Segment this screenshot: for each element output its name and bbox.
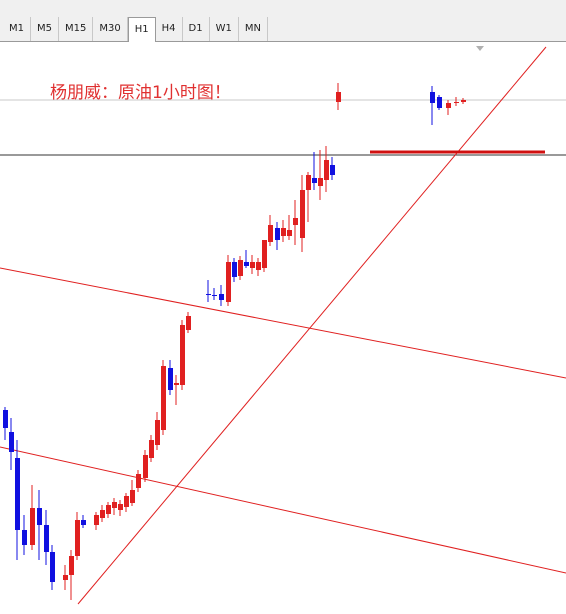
candle-body (63, 575, 68, 580)
candle-body (168, 368, 173, 390)
candle-body (268, 225, 273, 242)
candle-body (454, 102, 459, 103)
timeframe-button-h4[interactable]: H4 (155, 17, 183, 41)
candle-body (238, 260, 243, 276)
candle-body (186, 316, 191, 330)
candle-body (461, 100, 466, 102)
trendline-support (77, 46, 547, 605)
timeframe-button-m1[interactable]: M1 (3, 17, 31, 41)
candle-body (262, 240, 267, 268)
timeframe-button-m15[interactable]: M15 (59, 17, 94, 41)
timeframe-button-d1[interactable]: D1 (182, 17, 210, 41)
candle-body (81, 520, 86, 525)
candle-body (15, 458, 20, 530)
candle-body (256, 262, 261, 270)
candle-body (287, 230, 292, 236)
candle-body (306, 175, 311, 190)
candle-body (330, 165, 335, 175)
candle-body (143, 455, 148, 478)
candle-body (437, 97, 442, 108)
candle-body (206, 294, 211, 295)
candle-body (75, 520, 80, 556)
candle-body (275, 228, 280, 240)
shift-marker-icon (476, 46, 484, 51)
candle-body (149, 440, 154, 458)
candle-body (106, 505, 111, 514)
price-chart[interactable] (0, 42, 566, 614)
timeframe-button-m5[interactable]: M5 (31, 17, 59, 41)
candle-body (37, 508, 42, 525)
candle-body (136, 474, 141, 488)
timeframe-button-h1[interactable]: H1 (127, 17, 156, 42)
candle-body (324, 160, 329, 180)
candle-body (232, 262, 237, 277)
candle-body (94, 515, 99, 525)
chart-annotation: 杨朋威：原油1小时图！ (50, 83, 231, 103)
timeframe-button-group: M1 M5 M15 M30 H1 H4 D1 W1 MN (3, 17, 268, 42)
candle-body (3, 410, 8, 428)
candle-body (318, 178, 323, 186)
candle-body (250, 262, 255, 268)
timeframe-toolbar: M1 M5 M15 M30 H1 H4 D1 W1 MN (0, 0, 566, 42)
candle-body (312, 178, 317, 183)
timeframe-button-m30[interactable]: M30 (93, 17, 128, 41)
candle-body (130, 490, 135, 503)
candle-body (69, 556, 74, 575)
candle-body (100, 510, 105, 518)
channel-line-upper (0, 267, 566, 379)
timeframe-button-w1[interactable]: W1 (209, 17, 239, 41)
candle-body (430, 92, 435, 103)
candle-body (50, 552, 55, 582)
candle-body (124, 496, 129, 507)
candle-body (293, 218, 298, 225)
candle-body (446, 103, 451, 108)
candle-body (112, 502, 117, 508)
candle-body (44, 525, 49, 552)
candle-body (226, 262, 231, 302)
candle-body (180, 325, 185, 385)
candle-body (9, 432, 14, 452)
candle-body (212, 295, 217, 296)
candle-body (155, 420, 160, 445)
chart-area[interactable] (0, 42, 566, 614)
candle-body (219, 294, 224, 300)
candle-body (118, 504, 123, 510)
timeframe-button-mn[interactable]: MN (238, 17, 268, 41)
candle-body (22, 530, 27, 545)
candle-body (300, 190, 305, 238)
candle-body (336, 92, 341, 102)
candle-body (161, 366, 166, 430)
candle-body (174, 383, 179, 385)
channel-line-lower (0, 446, 566, 574)
candle-body (244, 262, 249, 266)
candle-body (30, 508, 35, 545)
candle-body (281, 228, 286, 236)
